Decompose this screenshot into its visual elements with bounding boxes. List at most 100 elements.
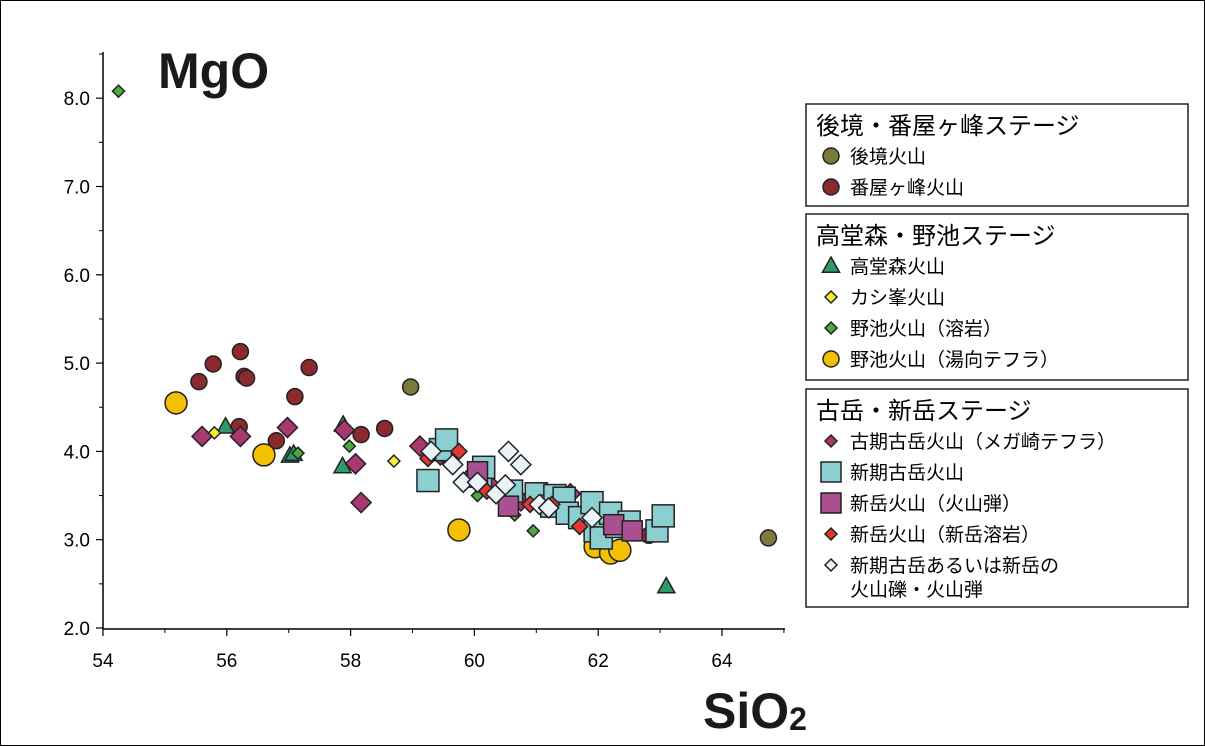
legend-label: カシ峯火山 xyxy=(850,287,945,309)
legend-box xyxy=(805,213,1189,381)
legend-label-line: カシ峯火山 xyxy=(850,287,945,309)
y-tick-label: 4.0 xyxy=(64,442,90,463)
legend-label: 高堂森火山 xyxy=(850,256,945,278)
legend-label: 新期古岳火山 xyxy=(850,462,964,484)
legend-marker xyxy=(823,289,839,305)
data-point xyxy=(375,419,394,438)
data-point xyxy=(164,391,188,415)
axes xyxy=(96,52,785,636)
data-point xyxy=(215,416,236,434)
data-point xyxy=(537,496,560,519)
data-point xyxy=(449,442,468,461)
data-point xyxy=(229,425,252,448)
x-tick-label: 58 xyxy=(340,651,361,672)
legend-label: 後境火山 xyxy=(850,146,926,168)
data-points xyxy=(111,84,778,594)
legend-label: 新期古岳あるいは新岳の火山礫・火山弾 xyxy=(850,555,1059,601)
data-point xyxy=(441,453,464,476)
legend-label: 古期古岳火山（メガ崎テフラ） xyxy=(850,431,1116,453)
data-point xyxy=(759,529,778,547)
legend-marker xyxy=(820,492,842,514)
legend-marker xyxy=(823,526,839,542)
data-point xyxy=(580,506,604,529)
data-point xyxy=(267,432,286,450)
legend-label-line: 新期古岳あるいは新岳の xyxy=(850,555,1059,577)
y-tick-label: 7.0 xyxy=(64,178,90,199)
legend-marker xyxy=(821,255,841,274)
legend-label-line: 火山礫・火山弾 xyxy=(850,579,983,601)
legend-label-line: 野池火山（湯向テフラ） xyxy=(850,349,1059,371)
data-point xyxy=(204,355,222,373)
legend-label-line: 後境火山 xyxy=(850,146,926,168)
x-tick-labels: 54 56 58 60 62 64 xyxy=(92,651,733,672)
data-point xyxy=(416,468,440,493)
data-point xyxy=(608,538,632,563)
legend-label: 野池火山（溶岩） xyxy=(850,318,1002,340)
data-point xyxy=(352,425,370,444)
data-point xyxy=(252,443,276,467)
y-tick-label: 6.0 xyxy=(64,266,90,287)
data-point xyxy=(420,440,443,463)
data-point xyxy=(286,387,304,406)
x-tick-label: 62 xyxy=(588,651,609,672)
data-point xyxy=(231,342,250,361)
y-tick-label: 3.0 xyxy=(64,531,90,552)
legend-group-title: 後境・番屋ヶ峰ステージ xyxy=(816,112,1080,140)
data-point xyxy=(656,575,677,594)
legend-box xyxy=(805,103,1189,207)
data-point xyxy=(447,518,471,542)
legend-label-line: 番屋ヶ峰火山 xyxy=(850,177,964,199)
data-point xyxy=(386,454,401,469)
legend-group-title: 高堂森・野池ステージ xyxy=(816,222,1056,250)
data-point xyxy=(350,491,373,514)
data-point xyxy=(497,440,520,463)
data-point xyxy=(621,520,643,542)
legend-marker xyxy=(823,433,839,449)
data-point xyxy=(570,517,589,536)
data-point xyxy=(466,471,489,494)
legend-label: 番屋ヶ峰火山 xyxy=(850,177,964,199)
data-point xyxy=(497,495,520,517)
legend-label-line: 古期古岳火山（メガ崎テフラ） xyxy=(850,431,1116,453)
legend-label-line: 高堂森火山 xyxy=(850,256,945,278)
legend-label-line: 新岳火山（新岳溶岩） xyxy=(850,524,1040,546)
y-tick-label: 8.0 xyxy=(64,89,90,110)
y-tick-labels: 2.0 3.0 4.0 5.0 6.0 7.0 8.0 xyxy=(64,89,90,640)
x-tick-label: 56 xyxy=(216,651,237,672)
data-point xyxy=(276,416,299,439)
legend-marker xyxy=(822,147,840,165)
data-point xyxy=(434,428,459,452)
legend-label: 新岳火山（火山弾） xyxy=(850,493,1021,515)
legend-box xyxy=(805,388,1189,608)
x-tick-label: 54 xyxy=(92,651,114,672)
data-point xyxy=(111,84,126,99)
legend-label-line: 野池火山（溶岩） xyxy=(850,318,1002,340)
legend-group-title: 古岳・新岳ステージ xyxy=(816,397,1032,425)
data-point xyxy=(344,452,367,475)
data-point xyxy=(290,446,306,461)
data-point xyxy=(526,523,541,538)
legend-marker xyxy=(823,320,839,336)
x-axis-title-subscript: 2 xyxy=(789,701,807,737)
legend-marker xyxy=(822,350,840,368)
legend-label-line: 新期古岳火山 xyxy=(850,462,964,484)
y-axis-title: MgO xyxy=(158,43,269,99)
legend-label-line: 新岳火山（火山弾） xyxy=(850,493,1021,515)
y-tick-label: 5.0 xyxy=(64,354,90,375)
legend: 後境・番屋ヶ峰ステージ後境火山番屋ヶ峰火山高堂森・野池ステージ高堂森火山カシ峯火… xyxy=(805,103,1189,608)
data-point xyxy=(494,473,517,497)
legend-label: 新岳火山（新岳溶岩） xyxy=(850,524,1040,546)
data-point xyxy=(300,358,318,377)
x-tick-label: 64 xyxy=(711,651,733,672)
data-point xyxy=(342,439,357,454)
legend-label: 野池火山（湯向テフラ） xyxy=(850,349,1059,371)
legend-marker xyxy=(820,461,842,483)
data-point xyxy=(237,369,256,387)
y-tick-label: 2.0 xyxy=(64,619,90,640)
data-point xyxy=(509,453,532,476)
data-point xyxy=(401,378,420,396)
